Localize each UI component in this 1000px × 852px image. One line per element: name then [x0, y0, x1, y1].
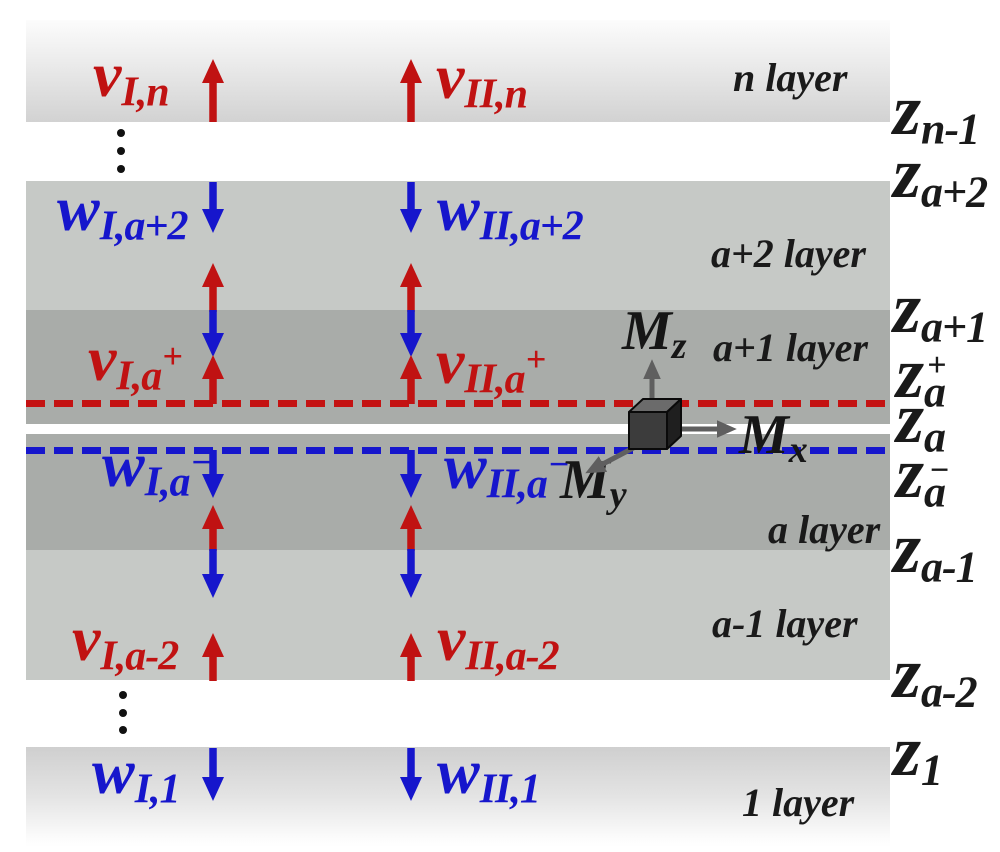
interface-label-za-plus: za +	[896, 333, 947, 417]
interface-label-zn1: zn-1	[893, 70, 980, 154]
layer-name-a2: a+2 layer	[711, 231, 866, 276]
interface-label-za-minus: za −	[896, 433, 950, 517]
wave-label-w-I-a2: wI,a+2	[57, 173, 188, 250]
interface-label-z1: z1	[893, 711, 943, 795]
ellipsis-bottom	[119, 691, 127, 734]
wave-label-w-I-1: wI,1	[92, 736, 181, 813]
layer-name-a: a layer	[768, 507, 881, 552]
axis-label-mx: Mx	[739, 404, 808, 472]
layer-name-a1: a+1 layer	[713, 325, 868, 370]
wave-label-v-I-n: vI,n	[93, 39, 170, 116]
layer-name-1: 1 layer	[742, 780, 855, 825]
axis-label-mz: Mz	[622, 300, 687, 368]
wave-label-v-I-a-plus: vI,a+	[88, 323, 183, 400]
wave-label-v-II-n: vII,n	[436, 41, 528, 118]
wave-label-v-II-am2: vII,a-2	[437, 603, 560, 680]
wave-label-v-I-am2: vI,a-2	[72, 603, 179, 680]
wave-label-w-II-a2: wII,a+2	[437, 173, 584, 250]
dashed-line-za-plus	[26, 400, 890, 407]
interface-label-za2: za+2	[893, 133, 988, 217]
wave-label-w-I-a-minus: wI,a−	[102, 429, 213, 506]
layer-band-a-minus-1	[26, 550, 890, 680]
ellipsis-top	[117, 129, 125, 173]
axis-label-my: My	[560, 449, 627, 517]
layer-band-1	[26, 747, 890, 847]
dashed-line-za-minus	[26, 447, 890, 454]
layer-name-am1: a-1 layer	[712, 601, 858, 646]
wave-label-w-II-1: wII,1	[437, 736, 541, 813]
layer-band-a-plus-2	[26, 181, 890, 310]
wave-label-w-II-a-minus: wII,a−	[444, 431, 570, 508]
interface-za-white-gap	[26, 424, 890, 434]
wave-label-v-II-a-plus: vII,a+	[436, 326, 547, 403]
interface-label-za1: za+1	[893, 268, 988, 352]
interface-label-za: za	[896, 378, 946, 462]
interface-label-zam1: za-1	[893, 508, 978, 592]
layer-name-n: n layer	[733, 55, 848, 100]
interface-label-zam2: za-2	[893, 633, 978, 717]
layer-band-n	[26, 20, 890, 122]
